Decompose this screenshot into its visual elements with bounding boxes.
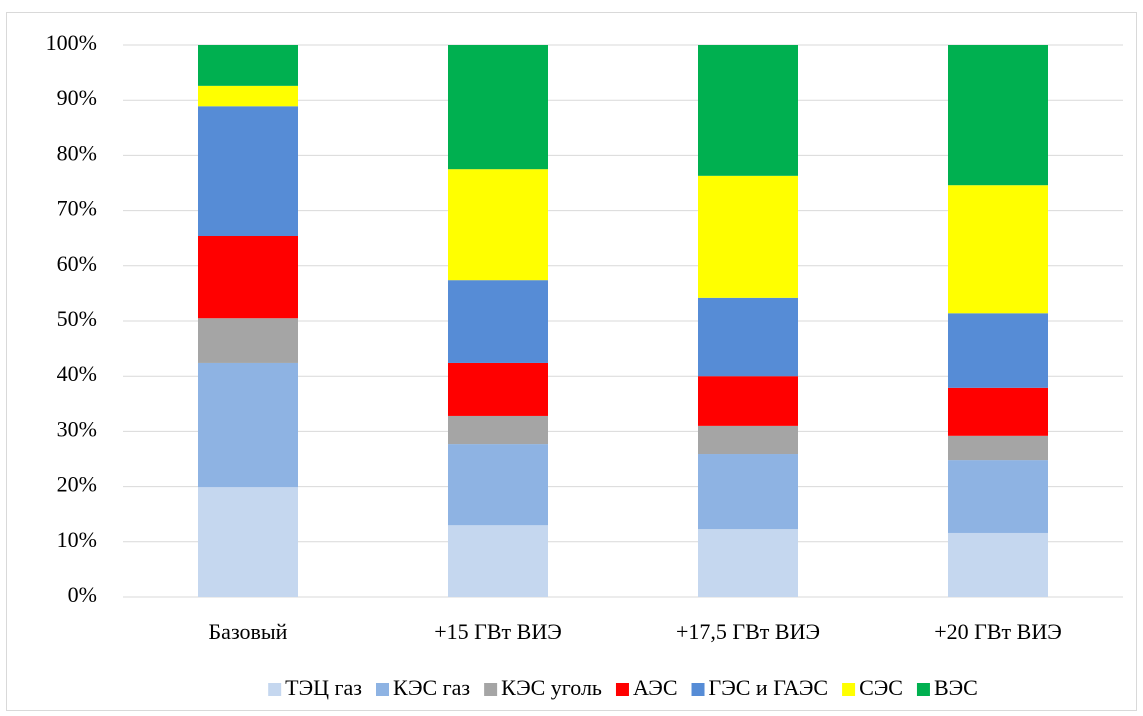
legend: ТЭЦ газ КЭС газ КЭС уголь АЭС ГЭС и ГАЭС СЭС В… xyxy=(268,675,978,700)
x-tick-label: +15 ГВт ВИЭ xyxy=(434,619,562,644)
x-tick-label: +20 ГВт ВИЭ xyxy=(934,619,1062,644)
bar-segment xyxy=(698,454,798,530)
bar-segment xyxy=(948,45,1048,186)
bar-segment xyxy=(948,532,1048,597)
bar-segment xyxy=(948,387,1048,436)
y-tick-label: 20% xyxy=(57,472,97,497)
y-tick-label: 50% xyxy=(57,306,97,331)
bar-segment xyxy=(448,415,548,445)
bar-segment xyxy=(448,362,548,416)
bar-segment xyxy=(698,175,798,298)
y-tick-label: 30% xyxy=(57,416,97,441)
legend-label: ТЭЦ газ xyxy=(285,675,362,700)
x-tick-label: Базовый xyxy=(209,619,288,644)
legend-label: КЭС уголь xyxy=(501,675,602,700)
legend-label: КЭС газ xyxy=(393,675,470,700)
bar-segment xyxy=(198,235,298,319)
bar-segment xyxy=(948,435,1048,461)
y-tick-label: 100% xyxy=(46,30,97,55)
y-tick-label: 40% xyxy=(57,361,97,386)
legend-marker xyxy=(691,683,705,696)
legend-marker xyxy=(842,683,856,696)
bar-segment xyxy=(448,280,548,363)
bar-segment xyxy=(198,85,298,107)
bar-segment xyxy=(198,106,298,236)
bar-segment xyxy=(698,529,798,597)
bar-segment xyxy=(698,425,798,455)
y-tick-label: 0% xyxy=(68,582,97,607)
legend-label: ВЭС xyxy=(934,675,978,700)
bar-segment xyxy=(448,525,548,597)
bar-segment xyxy=(948,313,1048,388)
y-tick-label: 70% xyxy=(57,196,97,221)
legend-label: СЭС xyxy=(859,675,903,700)
y-tick-label: 90% xyxy=(57,85,97,110)
bar-segment xyxy=(698,376,798,426)
bar-segment xyxy=(448,169,548,281)
legend-label: АЭС xyxy=(633,675,678,700)
bar-segment xyxy=(198,318,298,363)
bar-segment xyxy=(198,362,298,488)
legend-marker xyxy=(268,683,282,696)
y-tick-label: 80% xyxy=(57,140,97,165)
y-tick-label: 60% xyxy=(57,251,97,276)
bar-segment xyxy=(198,45,298,86)
bar-segment xyxy=(448,45,548,170)
legend-marker xyxy=(376,683,389,696)
y-tick-label: 10% xyxy=(57,527,97,552)
bar-segment xyxy=(198,487,298,597)
bar-segment xyxy=(448,444,548,526)
bar-segment xyxy=(948,185,1048,314)
x-tick-label: +17,5 ГВт ВИЭ xyxy=(676,619,820,644)
bar-segment xyxy=(698,45,798,176)
legend-marker xyxy=(916,683,930,696)
bar-segment xyxy=(948,460,1048,533)
legend-label: ГЭС и ГАЭС xyxy=(709,675,829,700)
legend-marker xyxy=(615,683,629,696)
bar-segment xyxy=(698,297,798,377)
legend-marker xyxy=(484,683,498,696)
